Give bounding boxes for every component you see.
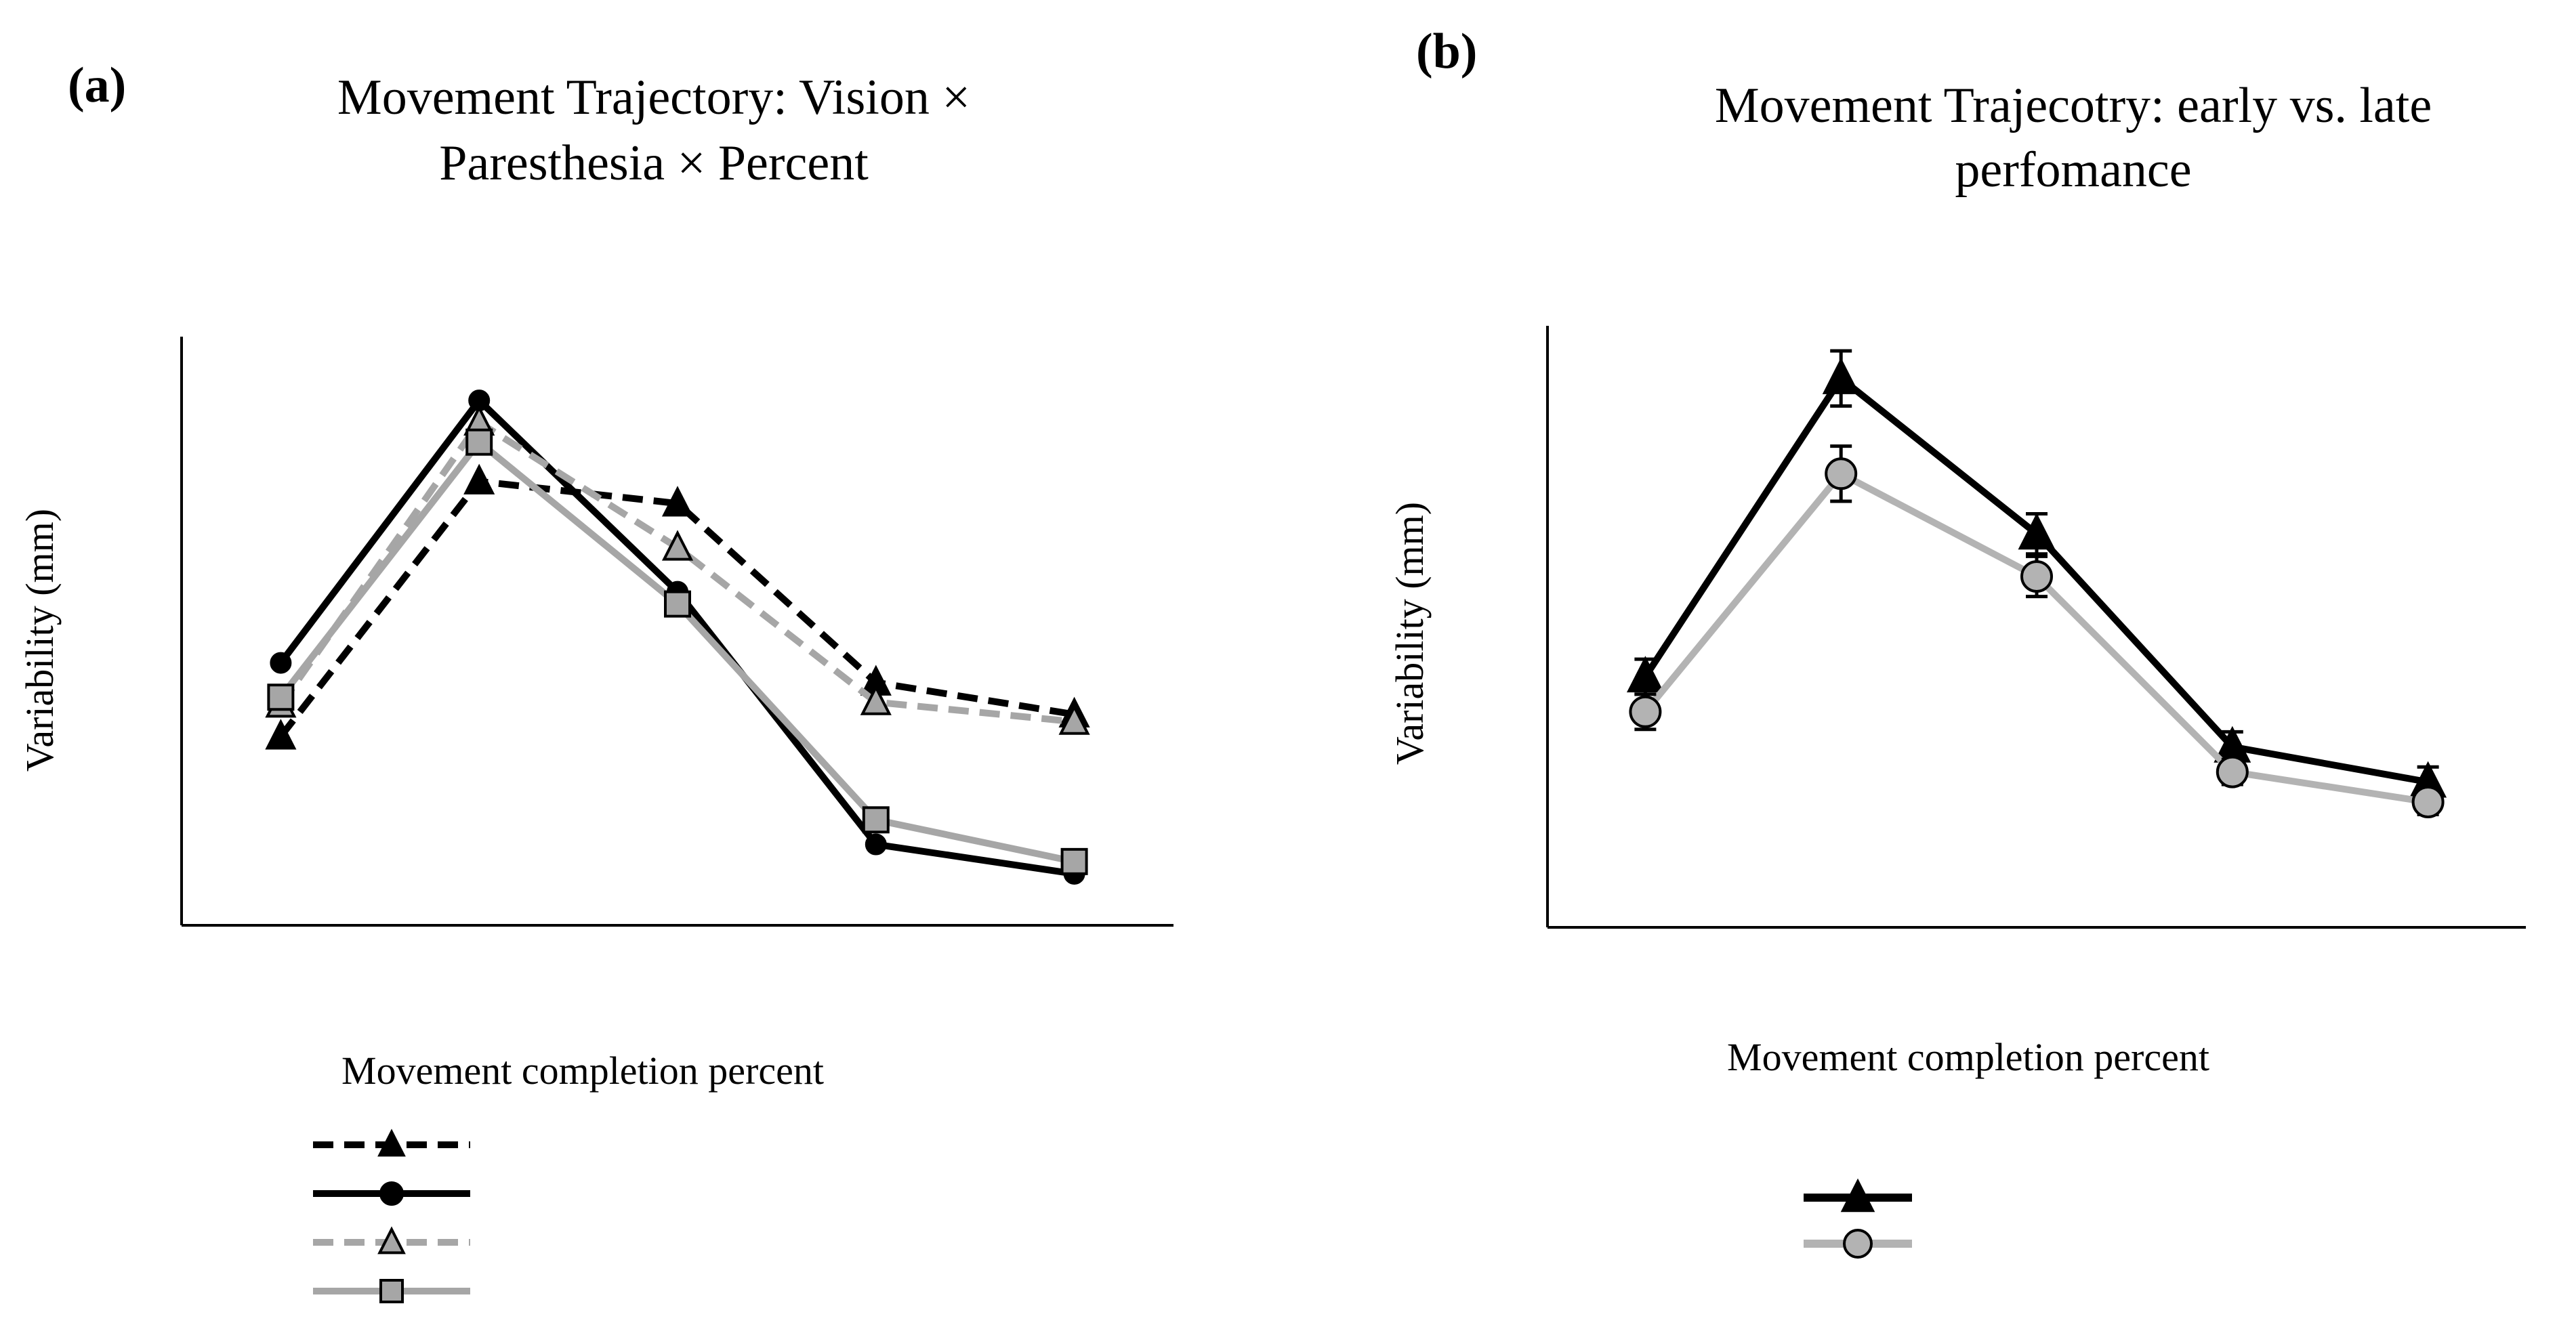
series-line	[278, 478, 1075, 739]
series-line	[278, 397, 1075, 877]
panel-a-y-axis-title: Variability (mm)	[18, 509, 62, 772]
legend-swatch-marker	[1840, 1178, 1875, 1213]
legend-swatch-marker	[379, 1279, 404, 1303]
data-point	[862, 806, 890, 834]
data-point	[465, 428, 493, 456]
legend-swatch-marker	[1843, 1229, 1873, 1259]
data-point	[1825, 457, 1858, 490]
panel-b-label: (b)	[1416, 24, 1477, 79]
data-point	[267, 683, 295, 711]
panel-a: (a) Movement Trajectory: Vision × Parest…	[18, 58, 1173, 1303]
data-point	[270, 652, 292, 674]
panel-b-title-line-1: Movement Trajecotry: early vs. late	[1715, 78, 2432, 133]
data-point	[865, 833, 887, 856]
legend-swatch-marker	[377, 1129, 406, 1157]
data-point	[664, 590, 691, 618]
data-point	[265, 719, 297, 750]
panel-b-plot	[1546, 326, 2526, 929]
data-point	[2216, 755, 2249, 788]
legend-swatch-marker	[377, 1226, 406, 1255]
data-point	[661, 486, 694, 517]
data-point	[2018, 513, 2056, 550]
data-point	[1058, 704, 1090, 735]
panel-a-title-line-1: Movement Trajectory: Vision ×	[337, 70, 970, 125]
data-point	[2411, 786, 2445, 818]
panel-a-legend	[313, 1129, 470, 1303]
panel-b: (b) Movement Trajecotry: early vs. late …	[1388, 24, 2526, 1259]
data-point	[1629, 695, 1662, 728]
data-point	[661, 530, 694, 561]
data-point	[1626, 656, 1664, 693]
panel-a-label: (a)	[68, 58, 126, 113]
data-point	[2020, 560, 2053, 593]
panel-b-x-axis-title: Movement completion percent	[1727, 1035, 2209, 1079]
panel-a-plot	[180, 337, 1173, 927]
data-point	[463, 463, 495, 494]
panel-a-x-axis-title: Movement completion percent	[341, 1049, 824, 1093]
data-point	[1060, 847, 1088, 875]
data-point	[1822, 357, 1860, 394]
panel-a-title-line-2: Paresthesia × Percent	[439, 135, 869, 191]
panel-b-y-axis-title: Variability (mm)	[1388, 502, 1432, 765]
legend-swatch-marker	[379, 1181, 404, 1206]
data-point	[860, 684, 892, 715]
panel-b-legend	[1804, 1178, 1912, 1259]
series-line	[278, 419, 1075, 725]
panel-b-title-line-2: perfomance	[1955, 142, 2191, 198]
